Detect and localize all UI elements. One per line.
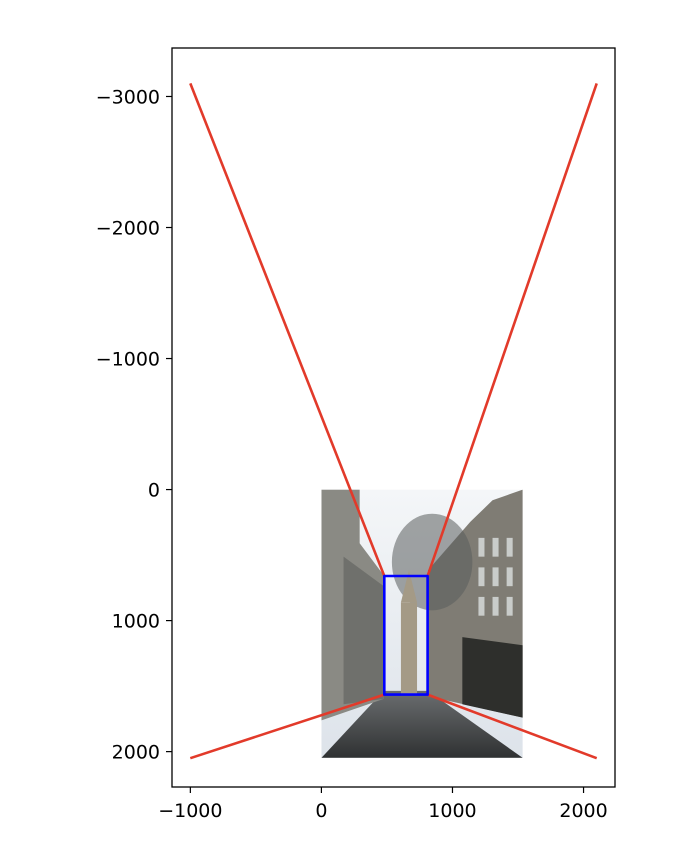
x-axis-ticks: −1000 0 1000 2000	[158, 787, 608, 822]
red-line-series-2	[426, 82, 598, 577]
y-tick-label: −3000	[96, 86, 160, 108]
red-line-series-3	[189, 693, 385, 760]
x-tick-label: 2000	[559, 800, 607, 822]
y-tick-label: −1000	[96, 349, 160, 371]
x-tick-label: 0	[315, 800, 327, 822]
y-tick-label: 1000	[112, 611, 160, 633]
photo-road	[321, 690, 523, 758]
photo-window	[506, 596, 513, 616]
photo-window	[478, 567, 485, 587]
blue-rectangle-series	[382, 574, 429, 696]
axes-frame	[171, 47, 616, 788]
photo-window	[478, 537, 485, 557]
photo-shopfronts	[462, 637, 523, 718]
y-axis-ticks: −3000 −2000 −1000 0 1000 2000	[96, 86, 172, 764]
x-tick-label: −1000	[158, 800, 222, 822]
photo-window	[492, 596, 499, 616]
y-tick-label: 2000	[112, 742, 160, 764]
photo-window	[506, 537, 513, 557]
photo-church-tower	[400, 602, 418, 694]
photo-window	[506, 567, 513, 587]
red-line-series-4	[427, 693, 598, 760]
y-tick-label: 0	[148, 480, 160, 502]
y-tick-label: −2000	[96, 218, 160, 240]
photo-window	[478, 596, 485, 616]
overlay-lines	[189, 82, 598, 760]
red-line-series-1	[189, 82, 386, 577]
photo-window	[492, 567, 499, 587]
photo-spire	[400, 570, 418, 603]
photo-window	[492, 537, 499, 557]
x-tick-label: 1000	[428, 800, 476, 822]
photo-left-facade	[343, 556, 384, 705]
